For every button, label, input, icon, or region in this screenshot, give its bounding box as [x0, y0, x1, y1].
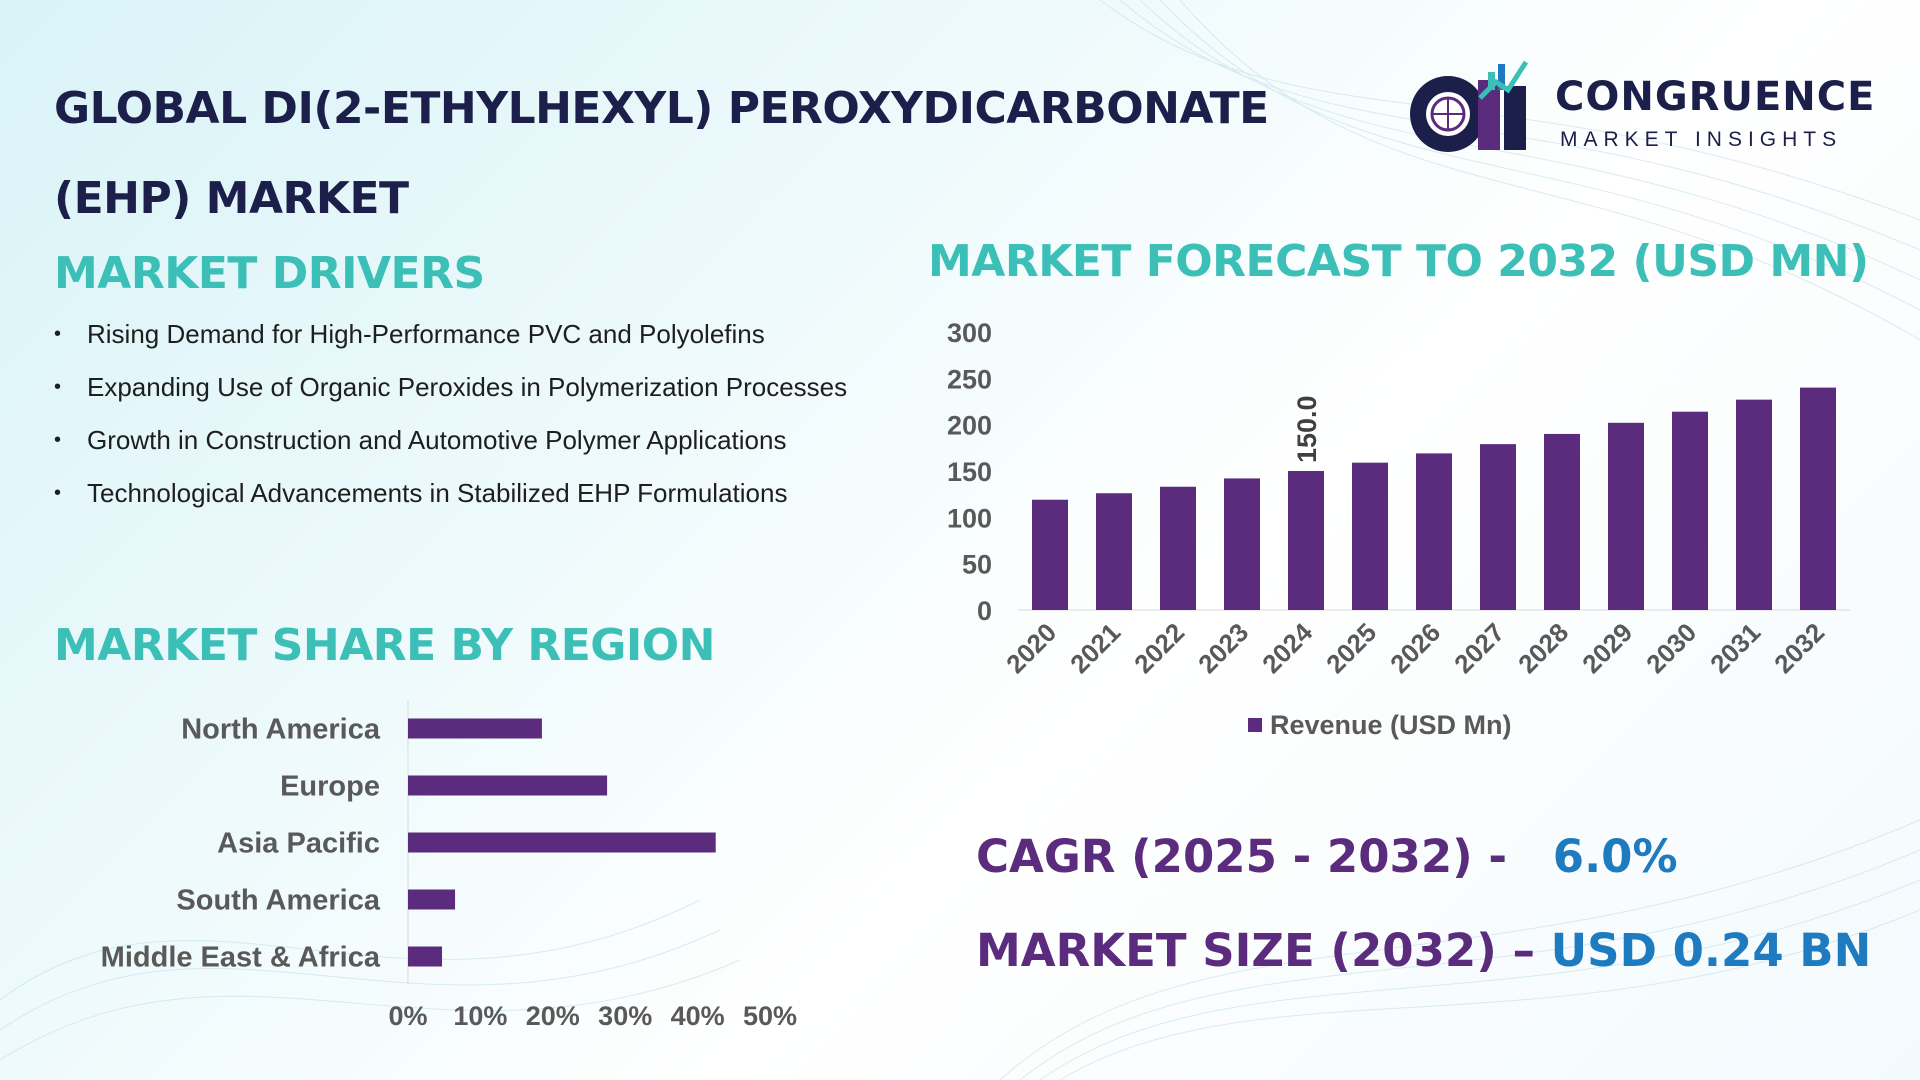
cagr-label: CAGR (2025 - 2032) -	[976, 830, 1508, 883]
x-tick-label: 2026	[1384, 617, 1446, 679]
y-tick-label: 150	[947, 457, 992, 487]
data-label: 150.0	[1292, 395, 1322, 463]
x-tick-label: 50%	[743, 1001, 797, 1031]
bar-2032	[1800, 387, 1836, 610]
market-size-label: MARKET SIZE (2032) –	[976, 924, 1535, 977]
legend-swatch	[1248, 718, 1262, 732]
globe-bar-chart-logo-icon	[1410, 60, 1529, 152]
legend-label: Revenue (USD Mn)	[1270, 710, 1512, 740]
x-tick-label: 2025	[1320, 617, 1382, 679]
region-label: Middle East & Africa	[101, 942, 381, 974]
y-tick-label: 200	[947, 411, 992, 441]
region-label: Asia Pacific	[217, 828, 380, 860]
region-bar	[408, 775, 608, 796]
market-size-value: USD 0.24 BN	[1550, 924, 1872, 977]
x-tick-label: 2022	[1128, 617, 1190, 679]
x-tick-label: 2023	[1192, 617, 1254, 679]
bar-2021	[1096, 493, 1132, 610]
bar-2029	[1608, 422, 1644, 610]
x-tick-label: 2028	[1512, 617, 1574, 679]
x-tick-label: 2030	[1640, 617, 1702, 679]
market-drivers-heading: MARKET DRIVERS	[54, 248, 485, 299]
x-tick-label: 2024	[1256, 617, 1318, 679]
market-size-stat: MARKET SIZE (2032) – USD 0.24 BN	[976, 924, 1871, 977]
market-forecast-heading: MARKET FORECAST TO 2032 (USD MN)	[928, 236, 1869, 287]
y-tick-label: 50	[962, 550, 992, 580]
cagr-stat: CAGR (2025 - 2032) - 6.0%	[976, 830, 1678, 883]
x-tick-label: 2027	[1448, 617, 1510, 679]
y-tick-label: 250	[947, 364, 992, 394]
bar-2028	[1544, 433, 1580, 610]
market-share-by-region-heading: MARKET SHARE BY REGION	[54, 620, 716, 671]
bar-2025	[1352, 462, 1388, 610]
region-bar	[408, 832, 716, 853]
x-tick-label: 0%	[388, 1001, 427, 1031]
market-drivers-list: Rising Demand for High-Performance PVC a…	[54, 308, 914, 520]
x-tick-label: 2031	[1704, 617, 1766, 679]
bar-2026	[1416, 453, 1452, 610]
x-tick-label: 2032	[1768, 617, 1830, 679]
driver-item: Technological Advancements in Stabilized…	[54, 467, 914, 520]
driver-item: Rising Demand for High-Performance PVC a…	[54, 308, 914, 361]
region-bar	[408, 889, 456, 910]
bar-2022	[1160, 486, 1196, 610]
x-tick-label: 20%	[526, 1001, 580, 1031]
region-bar	[408, 718, 542, 739]
y-tick-label: 100	[947, 503, 992, 533]
driver-item: Growth in Construction and Automotive Po…	[54, 414, 914, 467]
region-label: North America	[181, 714, 381, 746]
company-logo: CONGRUENCE MARKET INSIGHTS	[1400, 52, 1880, 162]
y-tick-label: 300	[947, 318, 992, 348]
region-share-chart: North America Europe Asia Pacific South Ame…	[101, 700, 797, 1031]
driver-item: Expanding Use of Organic Peroxides in Po…	[54, 361, 914, 414]
logo-name: CONGRUENCE	[1555, 74, 1876, 120]
region-bar	[408, 946, 443, 967]
bar-2023	[1224, 478, 1260, 610]
x-tick-label: 40%	[671, 1001, 725, 1031]
bar-2020	[1032, 499, 1068, 610]
x-tick-label: 30%	[598, 1001, 652, 1031]
x-tick-label: 2029	[1576, 617, 1638, 679]
bar-2027	[1480, 444, 1516, 610]
cagr-value: 6.0%	[1552, 830, 1678, 883]
x-tick-label: 2021	[1064, 617, 1126, 679]
page-title: GLOBAL DI(2-ETHYLHEXYL) PEROXYDICARBONAT…	[54, 83, 1269, 224]
region-label: Europe	[280, 771, 380, 803]
bar-2031	[1736, 399, 1772, 610]
logo-tagline: MARKET INSIGHTS	[1560, 128, 1843, 151]
x-tick-label: 10%	[453, 1001, 507, 1031]
region-label: South America	[176, 885, 380, 917]
bar-2030	[1672, 411, 1708, 610]
bar-2024	[1288, 471, 1324, 610]
x-tick-label: 2020	[1000, 617, 1062, 679]
y-tick-label: 0	[977, 596, 992, 626]
